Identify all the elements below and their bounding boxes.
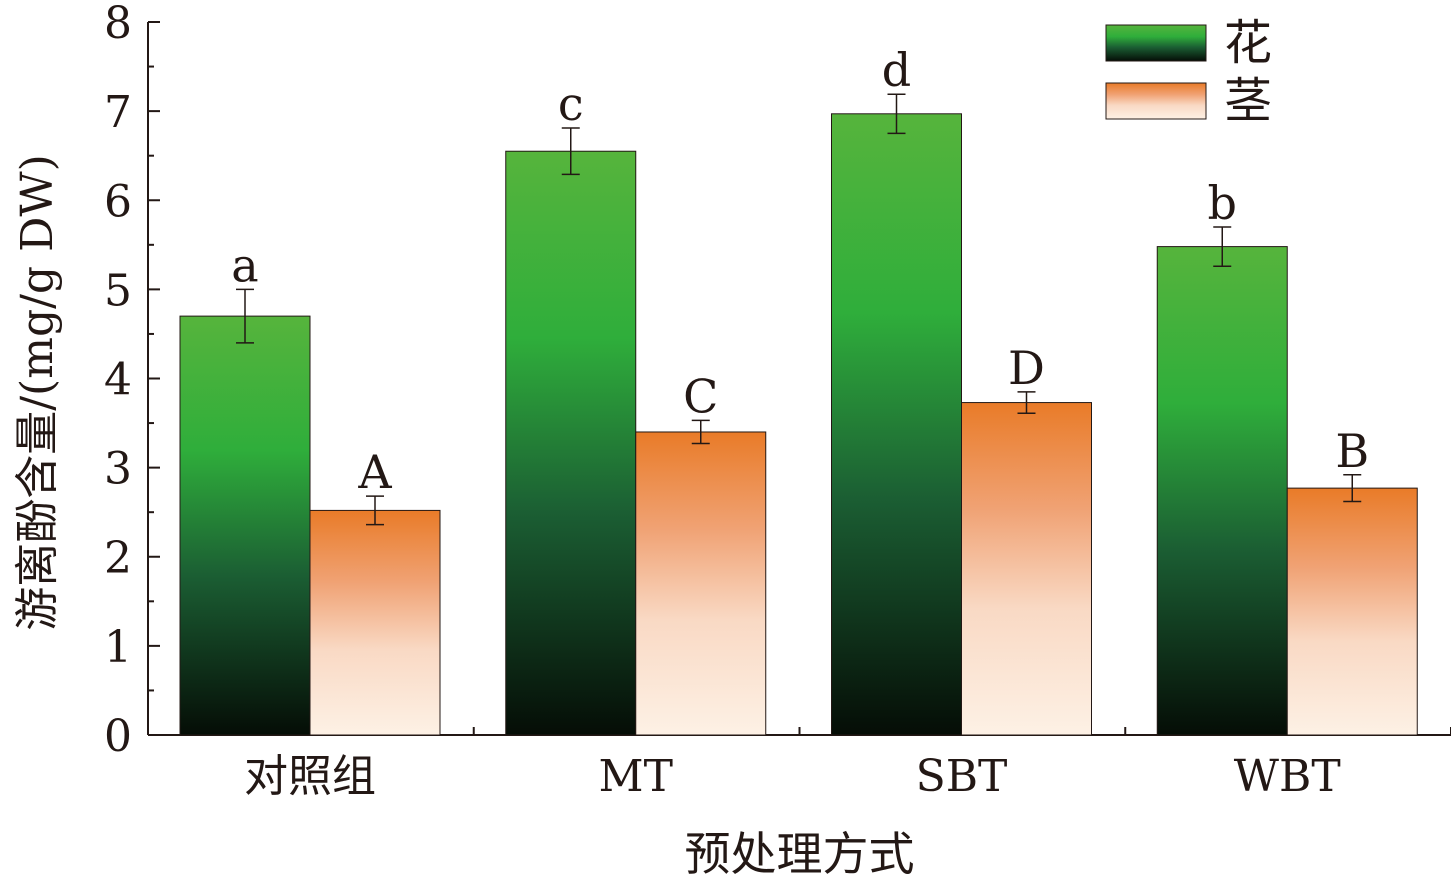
legend-swatch [1105,24,1207,62]
bar [831,113,962,736]
bars-group [179,93,1418,736]
legend-label: 茎 [1224,73,1272,129]
bar [309,509,441,736]
significance-label: B [1335,424,1369,478]
y-tick-label: 5 [104,265,132,316]
bar [1286,487,1418,736]
y-axis-title: 游离酚含量/(mg/g DW) [12,154,63,631]
y-tick-label: 1 [104,622,132,673]
y-tick-label: 0 [104,711,132,762]
significance-label: b [1208,176,1237,230]
y-tick-label: 8 [104,0,132,49]
legend-label: 花 [1224,15,1272,71]
bar [179,315,311,736]
significance-label: C [683,369,718,423]
x-tick-label: SBT [916,751,1008,802]
x-tick-label: 对照组 [244,751,376,802]
labels-group: a c d b A C D B [231,43,1369,499]
significance-label: a [231,238,258,292]
y-tick-label: 2 [104,533,132,584]
legend-swatch [1105,82,1207,120]
x-tick-label: WBT [1234,751,1341,802]
significance-label: c [558,77,584,131]
bar [505,150,637,736]
y-tick-label: 4 [104,355,132,406]
x-tick-label: MT [599,751,673,802]
bar [961,402,1092,736]
bar [1156,246,1288,736]
significance-label: A [357,445,392,499]
y-tick-label: 7 [104,87,132,138]
y-tick-label: 3 [104,444,132,495]
significance-label: d [882,43,911,97]
legend: 花茎 [1105,15,1272,129]
y-tick-label: 6 [104,176,132,227]
bar [635,431,767,736]
x-axis-title: 预处理方式 [685,827,915,880]
significance-label: D [1008,341,1045,395]
